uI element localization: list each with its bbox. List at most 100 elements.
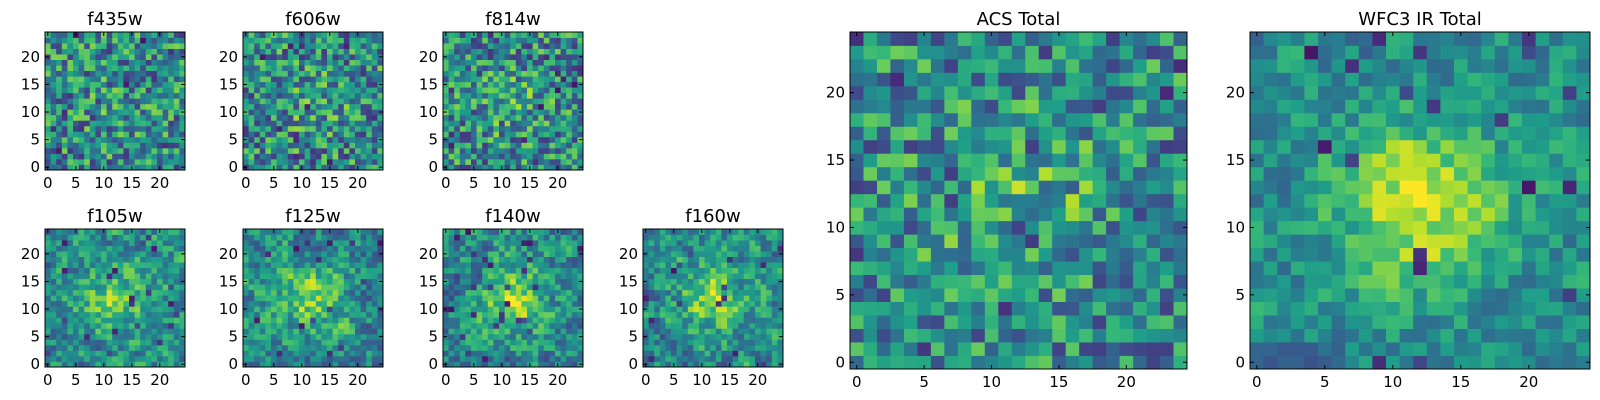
heatmap-cell bbox=[61, 98, 68, 105]
heatmap-cell bbox=[168, 59, 175, 66]
heatmap-cell bbox=[671, 251, 677, 257]
heatmap-cell bbox=[487, 300, 494, 307]
heatmap-cell bbox=[78, 355, 85, 362]
heatmap-cell bbox=[1092, 234, 1107, 249]
heatmap-cell bbox=[1079, 355, 1094, 370]
heatmap-cell bbox=[50, 142, 57, 149]
panel-title: f125w bbox=[285, 206, 340, 227]
heatmap-cell bbox=[259, 43, 266, 49]
heatmap-cell bbox=[499, 240, 505, 246]
heatmap-cell bbox=[693, 306, 700, 313]
heatmap-cell bbox=[560, 54, 567, 60]
heatmap-cell bbox=[61, 48, 68, 55]
x-tick-label: 20 bbox=[348, 174, 367, 192]
heatmap-cell bbox=[1119, 328, 1134, 343]
heatmap-cell bbox=[151, 306, 158, 313]
heatmap-cell bbox=[134, 361, 141, 368]
heatmap-cell bbox=[493, 142, 500, 149]
heatmap-cell bbox=[521, 333, 528, 340]
heatmap-cell bbox=[538, 333, 545, 340]
heatmap-cell bbox=[140, 333, 147, 340]
heatmap-cell bbox=[50, 76, 57, 83]
heatmap-cell bbox=[984, 180, 999, 195]
heatmap-cell bbox=[89, 87, 96, 94]
heatmap-cell bbox=[371, 234, 378, 241]
heatmap-cell bbox=[117, 153, 124, 160]
heatmap-cell bbox=[549, 262, 556, 269]
heatmap-cell bbox=[84, 229, 91, 235]
heatmap-cell bbox=[850, 355, 864, 370]
heatmap-cell bbox=[134, 267, 141, 274]
heatmap-cell bbox=[527, 339, 533, 346]
heatmap-cell bbox=[459, 147, 466, 154]
heatmap-cell bbox=[140, 76, 147, 83]
heatmap-cell bbox=[476, 65, 483, 72]
heatmap-cell bbox=[366, 98, 373, 105]
heatmap-cell bbox=[349, 256, 356, 263]
heatmap-cell bbox=[168, 278, 175, 285]
heatmap-cell bbox=[543, 289, 550, 296]
heatmap-cell bbox=[377, 311, 384, 318]
heatmap-cell bbox=[459, 32, 466, 38]
heatmap-cell bbox=[315, 295, 322, 302]
heatmap-cell bbox=[276, 339, 283, 346]
heatmap-cell bbox=[78, 256, 85, 263]
heatmap-cell bbox=[715, 306, 722, 313]
heatmap-cell bbox=[287, 158, 294, 165]
heatmap-cell bbox=[299, 109, 305, 116]
heatmap-cell bbox=[140, 295, 147, 302]
heatmap-cell bbox=[710, 317, 717, 324]
heatmap-cell bbox=[299, 234, 305, 241]
heatmap-cell bbox=[738, 273, 745, 280]
heatmap-cell bbox=[168, 114, 175, 121]
heatmap-cell bbox=[304, 153, 311, 160]
heatmap-cell bbox=[123, 153, 130, 160]
heatmap-cell bbox=[84, 125, 91, 132]
heatmap-cell bbox=[254, 136, 261, 143]
heatmap-cell bbox=[538, 59, 545, 66]
heatmap-cell bbox=[259, 284, 266, 291]
heatmap-cell bbox=[123, 147, 130, 154]
heatmap-cell bbox=[321, 136, 328, 143]
heatmap-cell bbox=[338, 65, 345, 72]
heatmap-cell bbox=[293, 87, 300, 94]
heatmap-cell bbox=[377, 229, 384, 235]
heatmap-cell bbox=[654, 284, 661, 291]
heatmap-cell bbox=[162, 158, 169, 165]
heatmap-cell bbox=[162, 109, 169, 116]
heatmap-cell bbox=[454, 158, 461, 165]
heatmap-cell bbox=[1079, 234, 1094, 249]
heatmap-cell bbox=[643, 355, 649, 362]
heatmap-cell bbox=[738, 262, 745, 269]
y-tick-label: 10 bbox=[21, 103, 40, 121]
heatmap-cell bbox=[1133, 355, 1147, 370]
heatmap-cell bbox=[1173, 301, 1188, 316]
heatmap-cell bbox=[338, 350, 345, 357]
heatmap-cell bbox=[493, 317, 500, 324]
heatmap-cell bbox=[566, 32, 573, 38]
heatmap-cell bbox=[659, 262, 666, 269]
heatmap-cell bbox=[366, 125, 373, 132]
heatmap-cell bbox=[327, 262, 333, 269]
heatmap-cell bbox=[343, 32, 350, 38]
heatmap-cell bbox=[448, 131, 455, 138]
heatmap-cell bbox=[917, 207, 932, 222]
heatmap-cell bbox=[349, 98, 356, 105]
heatmap-cell bbox=[140, 300, 147, 307]
heatmap-cell bbox=[738, 306, 745, 313]
heatmap-cell bbox=[248, 273, 255, 280]
heatmap-cell bbox=[482, 245, 489, 252]
heatmap-cell bbox=[248, 103, 255, 110]
heatmap-cell bbox=[957, 180, 972, 195]
heatmap-cell bbox=[276, 76, 283, 83]
heatmap-cell bbox=[371, 54, 378, 60]
heatmap-cell bbox=[493, 278, 500, 285]
heatmap-cell bbox=[173, 76, 180, 83]
heatmap-cell bbox=[476, 103, 483, 110]
heatmap-cell bbox=[560, 311, 567, 318]
x-tick-label: 15 bbox=[122, 371, 141, 389]
heatmap-cell bbox=[510, 300, 517, 307]
heatmap-cell bbox=[532, 87, 539, 94]
heatmap-cell bbox=[499, 245, 505, 252]
heatmap-cell bbox=[566, 103, 573, 110]
